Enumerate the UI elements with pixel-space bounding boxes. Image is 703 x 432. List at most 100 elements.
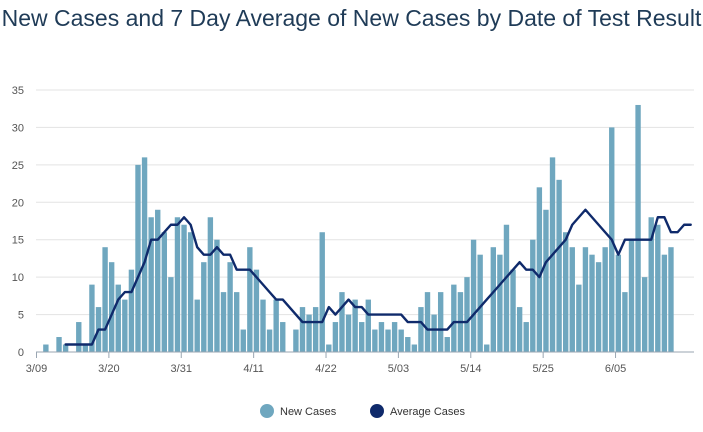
bar (253, 269, 260, 352)
bar (299, 307, 306, 352)
x-tick-label: 5/25 (532, 363, 553, 375)
bar (451, 284, 457, 352)
bar (266, 329, 273, 352)
bar (569, 247, 575, 352)
bar (227, 262, 233, 352)
bar (668, 247, 674, 352)
bar (312, 307, 319, 352)
bar (345, 314, 352, 352)
bar (201, 262, 207, 352)
bar (326, 344, 332, 352)
bar (424, 292, 431, 352)
bar (497, 254, 503, 352)
series-line-average-cases (64, 208, 692, 346)
bar (260, 299, 266, 352)
bar (477, 254, 483, 352)
bar (398, 329, 404, 352)
bar (543, 209, 549, 352)
bar (464, 277, 470, 352)
bar (141, 157, 148, 352)
bar (56, 337, 62, 352)
y-tick-label: 25 (12, 160, 24, 172)
x-tick-label: 3/20 (98, 363, 119, 375)
y-tick-label: 20 (12, 197, 24, 209)
x-tick-label: 3/31 (171, 363, 192, 375)
bar (108, 262, 115, 352)
bar (523, 322, 529, 352)
bar (503, 224, 510, 352)
bar (378, 322, 385, 352)
bar (510, 269, 516, 352)
y-tick-label: 15 (12, 235, 24, 247)
bar (332, 322, 339, 352)
x-tick-label: 5/14 (460, 363, 481, 375)
legend-label-new-cases: New Cases (280, 406, 337, 418)
bar (530, 239, 536, 352)
bar (168, 277, 174, 352)
bar (359, 322, 365, 352)
bar (339, 292, 345, 352)
y-tick-label: 5 (18, 310, 24, 322)
bar (247, 247, 253, 352)
bar (589, 254, 595, 352)
legend-marker-average-cases (370, 404, 384, 418)
bar (372, 329, 378, 352)
bar (194, 299, 200, 352)
bar (234, 292, 240, 352)
bar (155, 209, 161, 352)
bar (273, 299, 279, 352)
bar (411, 344, 418, 352)
bar (576, 284, 582, 352)
bar (365, 299, 371, 352)
bar (128, 269, 135, 352)
legend-label-average-cases: Average Cases (390, 406, 466, 418)
bar (122, 299, 128, 352)
bar (385, 329, 391, 352)
bar (595, 262, 602, 352)
y-tick-label: 35 (12, 85, 24, 97)
bar (516, 307, 523, 352)
bar (240, 329, 246, 352)
bar (628, 239, 635, 352)
x-tick-label: 4/11 (243, 363, 264, 375)
bar (648, 217, 654, 352)
bar (655, 224, 661, 352)
bar (536, 187, 543, 352)
x-tick-label: 6/05 (605, 363, 626, 375)
bar (418, 307, 424, 352)
bar (148, 217, 154, 352)
bar (214, 239, 220, 352)
bar (437, 292, 444, 352)
bar (405, 337, 411, 352)
bar (582, 247, 589, 352)
bar (319, 232, 325, 352)
bar (115, 284, 121, 352)
x-tick-label: 4/22 (315, 363, 336, 375)
bar (563, 232, 569, 352)
y-tick-label: 0 (18, 347, 24, 359)
bar (293, 329, 299, 352)
bar (352, 299, 358, 352)
bar (490, 247, 496, 352)
bar (43, 344, 49, 352)
bar (207, 217, 214, 352)
bar (602, 247, 608, 352)
bar (220, 292, 227, 352)
bar (161, 232, 167, 352)
bar (280, 322, 286, 352)
bar (82, 344, 89, 352)
bar (641, 277, 648, 352)
bar (174, 217, 181, 352)
x-tick-label: 3/09 (26, 363, 47, 375)
chart-title: New Cases and 7 Day Average of New Cases… (1, 5, 702, 31)
x-tick-label: 5/03 (388, 363, 409, 375)
bar (431, 314, 437, 352)
bar (556, 179, 562, 352)
bar (135, 164, 141, 352)
bar (470, 239, 477, 352)
bar (187, 232, 194, 352)
bar (444, 337, 450, 352)
bar (622, 292, 628, 352)
